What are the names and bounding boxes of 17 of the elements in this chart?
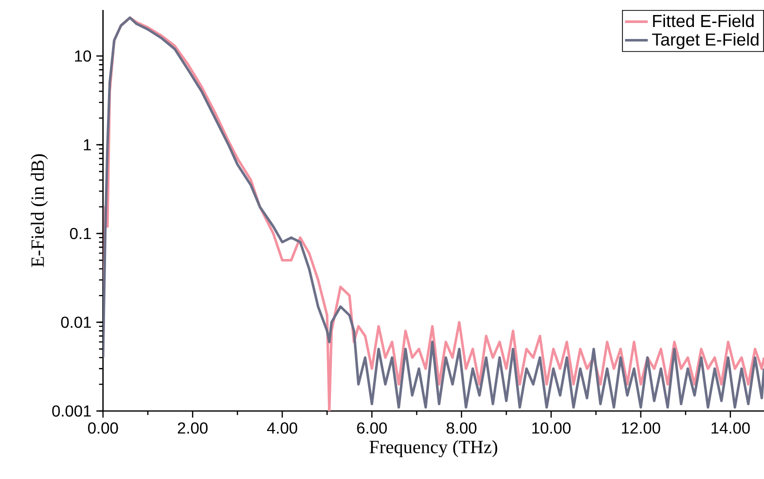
x-axis-title: Frequency (THz) [370,440,498,458]
y-tick-label: 0.001 [52,405,91,417]
y-tick-label: 10 [75,50,92,62]
x-tick-label: 0.00 [88,422,118,434]
legend-label: Target E-Field [652,32,758,50]
y-tick-label: 0.1 [70,228,91,240]
x-tick-label: 10.00 [532,422,571,434]
x-tick-label: 8.00 [446,422,476,434]
x-tick-label: 6.00 [357,422,387,434]
y-axis-title: E-Field (in dB) [30,154,48,267]
legend-label: Fitted E-Field [653,14,754,28]
x-tick-label: 2.00 [178,422,208,434]
x-tick-label: 14.00 [712,422,750,434]
x-tick-label: 12.00 [622,422,660,434]
y-tick-label: 1 [84,139,91,150]
x-tick-label: 4.00 [267,422,298,434]
y-tick-label: 0.01 [61,316,91,328]
